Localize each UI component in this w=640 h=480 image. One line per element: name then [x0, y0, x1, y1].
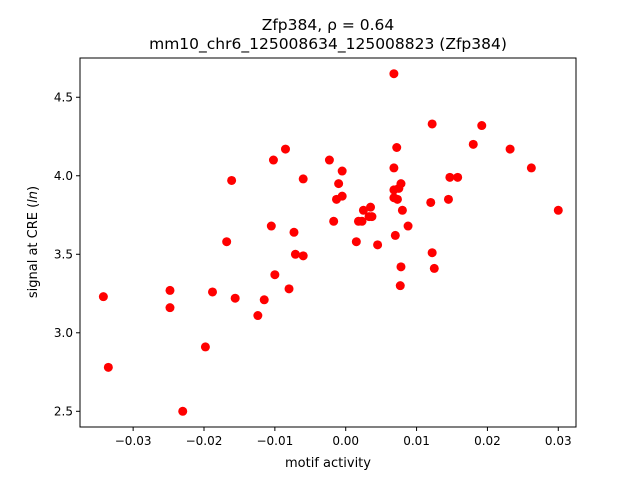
x-tick-label: 0.00 [332, 434, 359, 448]
data-point-3 [165, 303, 175, 313]
y-axis-ticks: 2.5 3.0 3.5 4.0 4.5 [54, 90, 80, 418]
data-point-25 [337, 191, 347, 201]
y-tick-label: 3.0 [54, 326, 73, 340]
data-point-20 [298, 251, 308, 261]
data-point-1 [103, 362, 113, 372]
data-point-22 [329, 216, 339, 226]
data-point-45 [396, 262, 406, 272]
data-point-43 [395, 281, 405, 291]
data-point-39 [390, 230, 400, 240]
data-point-7 [222, 237, 232, 247]
data-point-19 [298, 174, 308, 184]
data-point-54 [453, 172, 463, 182]
data-point-49 [427, 119, 437, 129]
data-point-32 [366, 202, 376, 212]
data-point-17 [289, 227, 299, 237]
data-point-15 [280, 144, 290, 154]
data-point-21 [324, 155, 334, 165]
x-tick-label: 0.02 [474, 434, 501, 448]
x-tick-label: 0.03 [545, 434, 572, 448]
data-point-18 [290, 249, 300, 259]
data-point-59 [553, 205, 563, 215]
data-point-48 [426, 197, 436, 207]
data-point-14 [270, 270, 280, 280]
data-point-5 [200, 342, 210, 352]
y-axis-label-text: signal at CRE ( [26, 203, 41, 298]
data-point-56 [477, 121, 487, 131]
y-tick-label: 4.5 [54, 90, 73, 104]
data-point-16 [284, 284, 294, 294]
data-point-36 [389, 163, 399, 173]
data-point-53 [445, 172, 455, 182]
data-point-27 [351, 237, 361, 247]
data-point-35 [389, 69, 399, 79]
x-tick-label: 0.01 [403, 434, 430, 448]
chart-title-line1: Zfp384, ρ = 0.64 [262, 16, 395, 34]
y-tick-label: 4.0 [54, 169, 73, 183]
x-tick-label: −0.01 [256, 434, 293, 448]
y-tick-label: 3.5 [54, 247, 73, 261]
data-point-51 [429, 263, 439, 273]
data-point-52 [443, 194, 453, 204]
data-point-26 [337, 166, 347, 176]
data-point-6 [208, 287, 217, 297]
data-point-33 [367, 212, 377, 222]
data-point-55 [468, 139, 478, 149]
data-point-46 [397, 205, 407, 215]
data-point-41 [392, 194, 402, 204]
y-axis-label: signal at CRE (ln) [26, 186, 41, 298]
data-point-11 [259, 295, 269, 305]
data-point-57 [505, 144, 515, 154]
data-points [98, 69, 563, 416]
data-point-34 [373, 240, 383, 250]
x-tick-label: −0.03 [115, 434, 152, 448]
data-point-2 [165, 285, 175, 295]
data-point-30 [358, 205, 368, 215]
chart-title-line2: mm10_chr6_125008634_125008823 (Zfp384) [149, 35, 507, 54]
data-point-4 [178, 406, 188, 416]
x-axis-ticks: −0.03 −0.02 −0.01 0.00 0.01 0.02 0.03 [115, 427, 572, 448]
data-point-29 [357, 216, 367, 226]
data-point-47 [403, 221, 413, 231]
data-point-9 [230, 293, 240, 303]
x-axis-label: motif activity [285, 456, 371, 471]
data-point-8 [227, 175, 237, 185]
data-point-50 [427, 248, 437, 258]
data-point-58 [526, 163, 536, 173]
x-tick-label: −0.02 [186, 434, 223, 448]
plot-area-frame [79, 57, 577, 428]
data-point-0 [98, 292, 108, 302]
data-point-44 [396, 179, 406, 189]
y-tick-label: 2.5 [54, 404, 73, 418]
y-axis-label-close: ) [26, 186, 41, 191]
data-point-24 [334, 179, 344, 189]
data-point-13 [268, 155, 278, 165]
data-point-12 [266, 221, 276, 231]
y-axis-label-unit: ln [26, 191, 41, 203]
data-point-40 [392, 143, 402, 152]
data-point-10 [253, 311, 263, 321]
